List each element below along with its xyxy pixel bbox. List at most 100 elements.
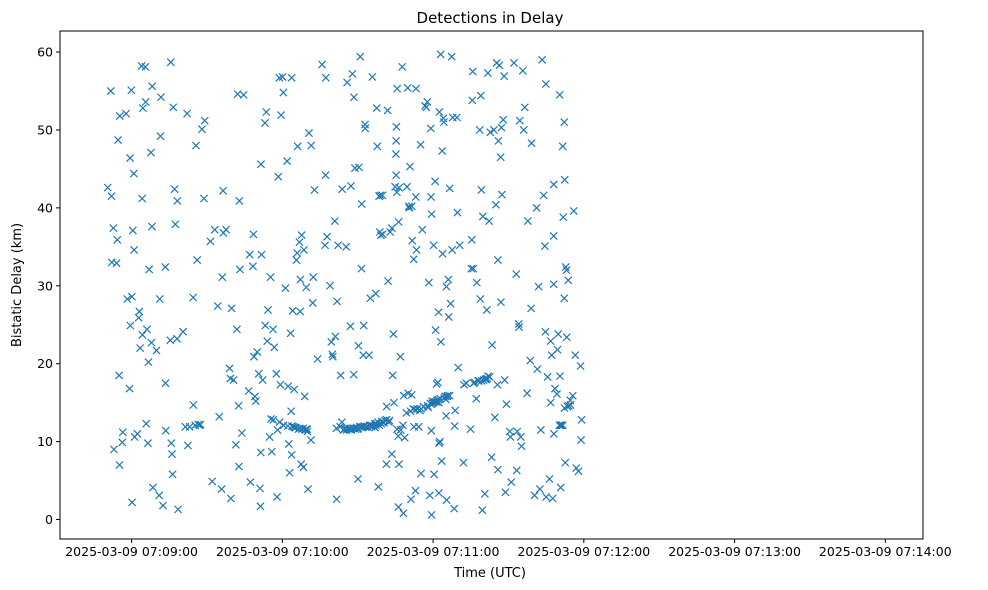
data-point-marker bbox=[299, 245, 308, 254]
data-point-marker bbox=[256, 160, 266, 169]
data-point-marker bbox=[541, 327, 550, 336]
data-point-marker bbox=[336, 371, 345, 380]
data-point-marker bbox=[400, 433, 409, 442]
data-point-marker bbox=[444, 312, 453, 321]
data-point-marker bbox=[300, 392, 309, 401]
data-point-marker bbox=[476, 91, 485, 100]
data-point-marker bbox=[269, 415, 278, 424]
data-point-marker bbox=[462, 379, 471, 388]
data-point-marker bbox=[272, 369, 281, 378]
data-point-marker bbox=[526, 356, 535, 365]
data-point-marker bbox=[496, 153, 505, 162]
data-point-marker bbox=[218, 273, 227, 282]
data-point-marker bbox=[493, 465, 502, 474]
data-point-marker bbox=[266, 273, 275, 282]
data-point-marker bbox=[523, 217, 532, 226]
data-point-marker bbox=[263, 305, 273, 314]
data-point-marker bbox=[468, 67, 477, 76]
data-point-marker bbox=[183, 109, 192, 118]
data-point-marker bbox=[156, 93, 166, 102]
data-point-marker bbox=[169, 103, 178, 112]
data-point-marker bbox=[448, 245, 457, 254]
data-point-marker bbox=[398, 421, 407, 430]
data-point-marker bbox=[475, 125, 484, 134]
data-point-marker bbox=[135, 307, 144, 316]
data-point-marker bbox=[281, 284, 290, 293]
data-point-marker bbox=[520, 103, 529, 112]
data-point-marker bbox=[284, 382, 293, 391]
data-point-marker bbox=[138, 330, 147, 339]
data-point-marker bbox=[408, 236, 417, 245]
data-point-marker bbox=[273, 492, 282, 501]
data-point-marker bbox=[394, 217, 403, 226]
data-point-marker bbox=[500, 72, 509, 81]
data-point-marker bbox=[382, 460, 391, 469]
data-point-marker bbox=[482, 305, 491, 314]
data-point-marker bbox=[424, 278, 433, 287]
data-point-marker bbox=[402, 182, 411, 191]
data-point-marker bbox=[552, 390, 561, 399]
data-point-marker bbox=[342, 242, 351, 251]
data-point-marker bbox=[423, 97, 432, 106]
data-point-marker bbox=[254, 369, 263, 378]
data-point-marker bbox=[197, 125, 206, 134]
data-point-marker bbox=[435, 108, 444, 117]
data-point-marker bbox=[321, 73, 330, 82]
y-tick-label: 0 bbox=[45, 512, 53, 527]
data-point-marker bbox=[434, 489, 443, 498]
data-point-marker bbox=[485, 217, 494, 226]
data-point-marker bbox=[348, 69, 357, 78]
data-point-marker bbox=[256, 502, 265, 511]
data-point-marker bbox=[395, 183, 404, 192]
data-point-marker bbox=[407, 390, 416, 399]
data-point-marker bbox=[372, 104, 381, 113]
data-point-marker bbox=[564, 276, 573, 285]
data-point-marker bbox=[123, 295, 132, 304]
data-point-marker bbox=[384, 277, 393, 286]
data-point-marker bbox=[235, 196, 244, 205]
data-point-marker bbox=[427, 192, 436, 201]
data-point-marker bbox=[269, 325, 278, 334]
data-point-marker bbox=[248, 262, 257, 271]
data-point-marker bbox=[287, 73, 296, 82]
data-point-marker bbox=[144, 358, 153, 367]
data-point-marker bbox=[487, 453, 496, 462]
data-point-marker bbox=[549, 180, 558, 189]
data-point-marker bbox=[354, 163, 363, 172]
x-tick-label: 2025-03-09 07:09:00 bbox=[65, 544, 198, 559]
data-point-marker bbox=[394, 503, 403, 512]
data-point-marker bbox=[494, 136, 503, 145]
data-point-marker bbox=[125, 384, 134, 393]
data-point-marker bbox=[412, 245, 421, 254]
y-tick-label: 40 bbox=[37, 200, 53, 215]
data-point-marker bbox=[208, 477, 217, 486]
data-point-marker bbox=[170, 185, 179, 194]
data-point-marker bbox=[536, 425, 545, 434]
data-point-marker bbox=[534, 282, 543, 291]
data-point-marker bbox=[303, 427, 312, 436]
y-tick-label: 20 bbox=[37, 356, 53, 371]
chart-title: Detections in Delay bbox=[417, 9, 564, 27]
data-point-marker bbox=[489, 125, 498, 134]
data-point-marker bbox=[389, 398, 398, 407]
data-point-marker bbox=[469, 264, 478, 273]
data-point-marker bbox=[371, 289, 380, 298]
data-point-marker bbox=[142, 419, 151, 428]
data-point-marker bbox=[133, 429, 142, 438]
data-point-marker bbox=[356, 52, 365, 61]
data-point-marker bbox=[152, 346, 161, 355]
data-point-marker bbox=[476, 295, 485, 304]
data-point-marker bbox=[560, 118, 569, 127]
data-point-marker bbox=[292, 256, 301, 265]
data-point-marker bbox=[199, 194, 208, 203]
data-point-marker bbox=[483, 69, 492, 78]
data-point-marker bbox=[509, 58, 519, 67]
data-point-marker bbox=[251, 397, 260, 406]
data-point-marker bbox=[265, 432, 274, 441]
data-point-marker bbox=[560, 294, 569, 303]
data-point-marker bbox=[493, 256, 502, 265]
data-point-marker bbox=[393, 84, 402, 93]
data-point-marker bbox=[173, 196, 182, 205]
data-point-marker bbox=[179, 327, 188, 336]
data-point-marker bbox=[138, 194, 147, 203]
